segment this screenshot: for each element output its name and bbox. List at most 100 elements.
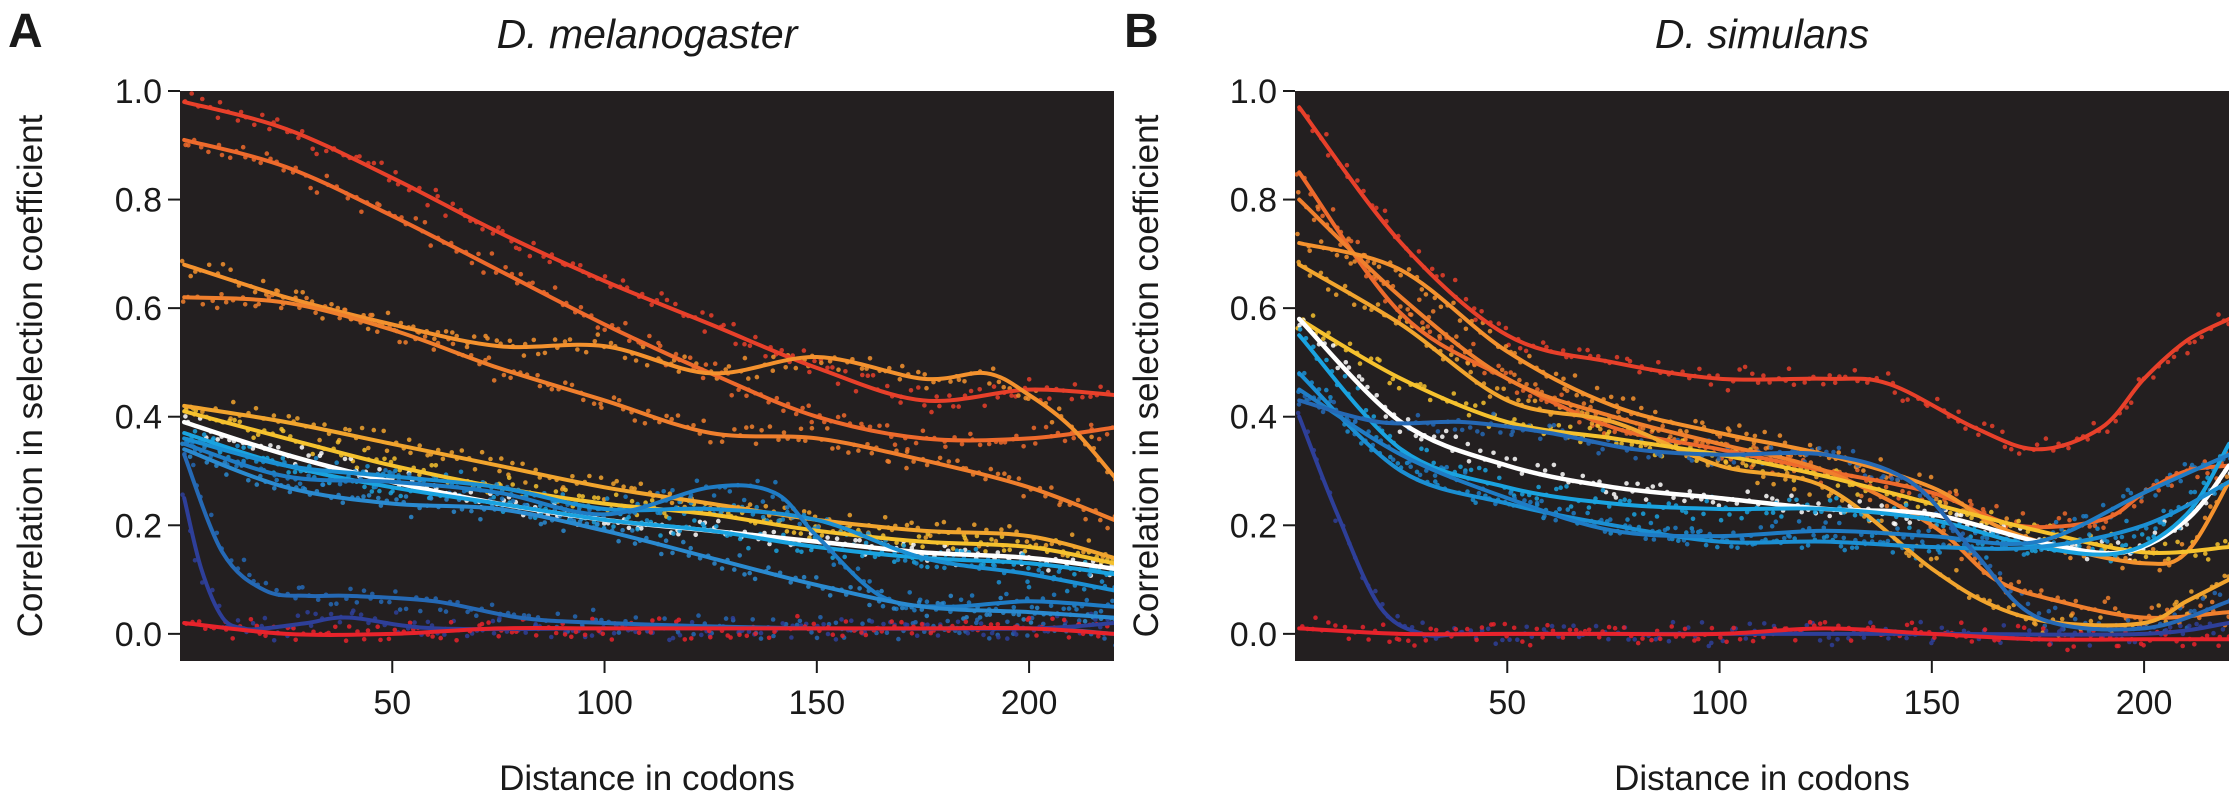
data-point	[922, 372, 927, 377]
data-point	[964, 615, 969, 620]
data-point	[223, 299, 229, 305]
data-point	[801, 348, 807, 353]
data-point	[1890, 550, 1896, 555]
data-point	[2087, 532, 2092, 537]
data-point	[1351, 302, 1357, 308]
data-point	[247, 572, 252, 578]
data-point	[1764, 510, 1769, 516]
data-point	[2120, 565, 2125, 571]
data-point	[1855, 492, 1860, 497]
data-point	[408, 514, 414, 520]
data-point	[781, 408, 786, 414]
data-point	[747, 502, 753, 507]
data-point	[1375, 302, 1381, 307]
data-point	[489, 602, 495, 608]
data-point	[920, 428, 926, 434]
data-point	[632, 541, 638, 546]
data-point	[667, 516, 672, 521]
data-point	[827, 593, 833, 598]
data-point	[719, 439, 725, 445]
series-line	[1297, 387, 2229, 547]
data-point	[723, 616, 729, 621]
data-point	[351, 608, 356, 613]
data-point	[1895, 526, 1900, 531]
data-point	[2046, 608, 2052, 614]
data-point	[235, 118, 241, 123]
data-point	[320, 316, 325, 321]
y-tick-label: 0.0	[1230, 616, 1277, 654]
data-point	[1487, 394, 1493, 399]
data-point	[1606, 636, 1611, 642]
data-point	[305, 610, 310, 615]
data-point	[969, 593, 975, 598]
data-point	[1417, 472, 1423, 478]
data-point	[1325, 287, 1331, 292]
data-point	[693, 532, 698, 538]
data-point	[1616, 409, 1621, 415]
x-tick-label: 50	[1488, 684, 1526, 722]
data-point	[897, 377, 903, 382]
data-point	[1787, 534, 1792, 539]
data-point	[912, 607, 917, 613]
data-point	[346, 624, 352, 629]
data-point	[538, 521, 544, 527]
data-point	[1571, 623, 1576, 628]
data-point	[1564, 484, 1569, 489]
data-point	[2174, 599, 2179, 605]
data-point	[1355, 239, 1360, 245]
data-point	[913, 620, 918, 625]
data-point	[296, 135, 301, 141]
data-point	[900, 363, 905, 369]
data-point	[1709, 625, 1715, 631]
data-point	[469, 508, 474, 514]
data-point	[407, 620, 413, 626]
data-point	[946, 459, 952, 464]
data-point	[620, 527, 625, 533]
data-point	[1022, 549, 1028, 554]
data-point	[2059, 626, 2065, 632]
series-line	[182, 137, 1114, 443]
data-point	[328, 602, 334, 607]
data-point	[1006, 475, 1012, 480]
data-point	[1352, 259, 1357, 264]
data-point	[1026, 584, 1032, 590]
y-tick-label: 1.0	[1230, 73, 1277, 111]
data-point	[1984, 536, 1990, 541]
data-point	[2102, 599, 2108, 604]
series-line	[182, 436, 1114, 593]
data-point	[204, 460, 210, 465]
data-point	[2151, 375, 2156, 380]
data-point	[635, 527, 640, 532]
data-point	[1325, 153, 1331, 158]
data-point	[1494, 386, 1500, 391]
data-point	[1727, 428, 1732, 433]
series-line	[1297, 105, 2229, 452]
data-point	[431, 347, 437, 352]
data-point	[948, 593, 954, 599]
data-point	[432, 336, 437, 342]
data-point	[1026, 377, 1032, 382]
data-point	[235, 618, 241, 623]
data-point	[736, 387, 741, 393]
data-point	[727, 489, 733, 494]
data-point	[1984, 555, 1989, 560]
data-point	[1682, 626, 1688, 632]
data-point	[1954, 512, 1959, 517]
data-point	[1514, 390, 1520, 396]
data-point	[2087, 524, 2092, 529]
data-point	[1419, 287, 1425, 292]
data-point	[1371, 414, 1377, 419]
data-point	[1423, 292, 1429, 297]
data-point	[397, 607, 403, 612]
data-point	[575, 347, 580, 352]
data-point	[599, 405, 604, 410]
data-point	[795, 613, 800, 619]
data-point	[1007, 524, 1012, 529]
data-point	[937, 455, 943, 461]
data-point	[1731, 460, 1737, 465]
data-point	[1380, 622, 1386, 627]
data-point	[1328, 395, 1333, 400]
data-point	[1958, 512, 1964, 518]
data-point	[955, 619, 961, 625]
data-point	[1527, 642, 1533, 648]
